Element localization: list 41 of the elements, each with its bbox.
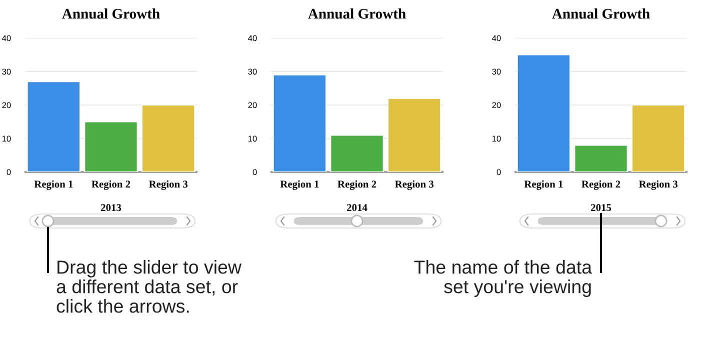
y-tick-label: 20 [492, 102, 501, 108]
bar [272, 74, 327, 172]
y-tick-label: 10 [2, 136, 11, 142]
y-tick-label: 40 [248, 35, 257, 42]
y-tick-label: 30 [2, 68, 11, 75]
x-tick-label: Region 1 [34, 180, 73, 190]
chart-title: Annual Growth [552, 8, 650, 19]
x-axis-title: 2014 [347, 204, 368, 212]
x-tick-label: Region 2 [338, 180, 376, 190]
x-tick-label: Region 2 [582, 180, 620, 190]
y-tick-label: 0 [6, 169, 11, 176]
y-tick-label: 10 [248, 136, 257, 142]
y-tick-label: 20 [248, 102, 257, 108]
bar [516, 54, 571, 172]
y-tick-label: 20 [2, 102, 11, 108]
bar [26, 80, 81, 172]
y-tick-label: 0 [252, 169, 257, 176]
x-axis-title: 2015 [591, 204, 612, 212]
chart-title: Annual Growth [62, 8, 160, 19]
y-tick-label: 10 [492, 136, 501, 142]
x-tick-label: Region 3 [394, 180, 434, 190]
x-tick-label: Region 1 [280, 180, 319, 190]
bar [84, 121, 138, 172]
y-tick-label: 30 [248, 68, 257, 75]
bar [141, 104, 196, 172]
bar [387, 98, 442, 172]
y-tick-label: 40 [492, 35, 501, 42]
y-tick-label: 30 [492, 68, 501, 75]
text: Drag the slider to view a different data set, or click the arrows. [56, 260, 242, 313]
x-tick-label: Region 3 [148, 180, 188, 190]
bar [631, 104, 686, 172]
chart-title: Annual Growth [308, 8, 406, 19]
text: The name of the data set you're viewing [414, 260, 592, 297]
y-tick-label: 40 [2, 35, 11, 42]
bar [574, 144, 628, 172]
bar [330, 134, 384, 172]
y-tick-label: 0 [496, 169, 501, 176]
x-axis-title: 2013 [101, 204, 122, 212]
x-tick-label: Region 3 [638, 180, 678, 190]
x-tick-label: Region 2 [92, 180, 130, 190]
x-tick-label: Region 1 [524, 180, 563, 190]
